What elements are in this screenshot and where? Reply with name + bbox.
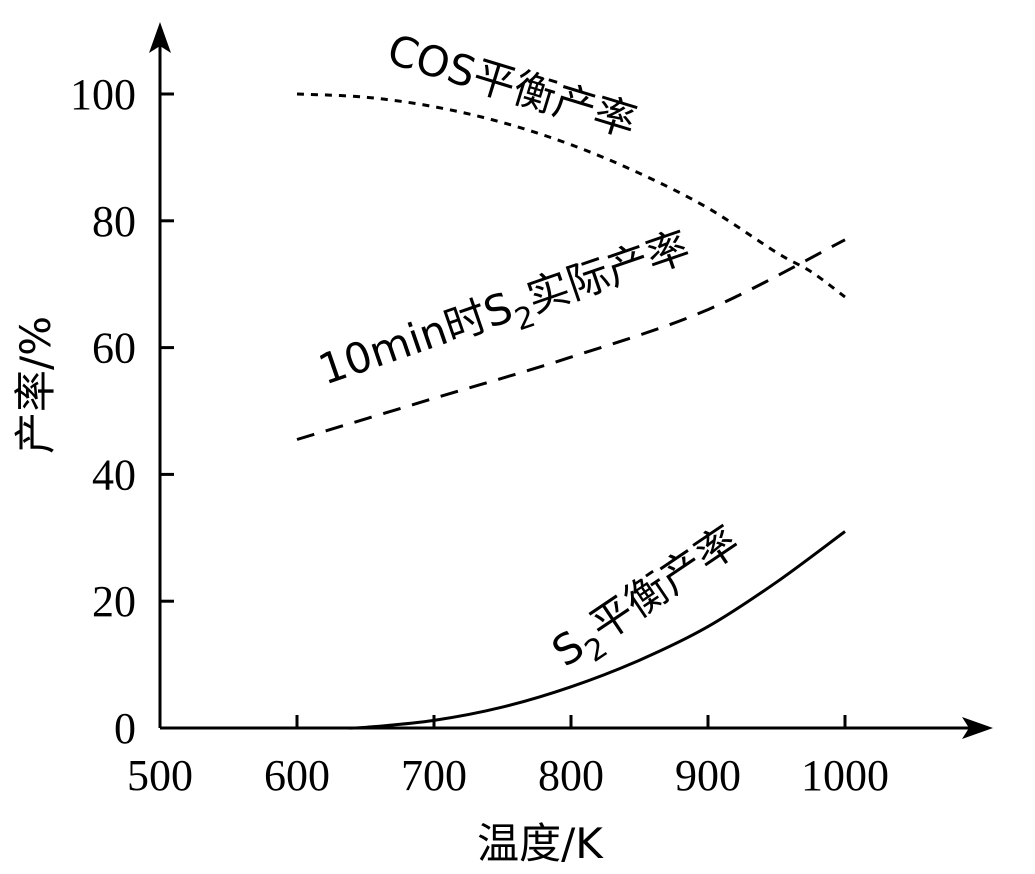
x-axis-arrow xyxy=(962,717,993,739)
x-tick-label: 600 xyxy=(264,751,330,800)
x-ticks: 500 600 700 800 900 1000 xyxy=(127,715,889,800)
x-tick-label: 900 xyxy=(675,751,741,800)
series-label-s2-eq: S2平衡产率 xyxy=(543,516,753,684)
series-line-2 xyxy=(344,530,846,730)
series-label-s2-actual-main: 10min时S xyxy=(312,283,518,395)
y-axis-title: 产率/% xyxy=(11,316,60,454)
series-line-1 xyxy=(296,238,846,441)
x-tick-label: 800 xyxy=(538,751,604,800)
y-tick-label: 20 xyxy=(92,577,136,626)
x-tick-label: 700 xyxy=(401,751,467,800)
y-tick-label: 100 xyxy=(70,70,136,119)
series-label-s2-eq-tail: 平衡产率 xyxy=(581,516,748,651)
x-tick-label: 500 xyxy=(127,751,193,800)
y-axis-arrow xyxy=(149,22,171,53)
x-tick-label: 1000 xyxy=(801,751,889,800)
y-tick-label: 40 xyxy=(92,450,136,499)
y-tick-label: 80 xyxy=(92,197,136,246)
x-axis-title: 温度/K xyxy=(477,819,604,868)
series-line-0 xyxy=(296,92,846,299)
series-label-s2-actual-tail: 实际产率 xyxy=(521,222,696,323)
y-tick-label: 0 xyxy=(114,704,136,753)
series-label-cos: COS平衡产率 xyxy=(382,25,642,147)
y-ticks: 0 20 40 60 80 100 xyxy=(70,70,174,753)
series-lines xyxy=(296,92,846,730)
y-tick-label: 60 xyxy=(92,324,136,373)
